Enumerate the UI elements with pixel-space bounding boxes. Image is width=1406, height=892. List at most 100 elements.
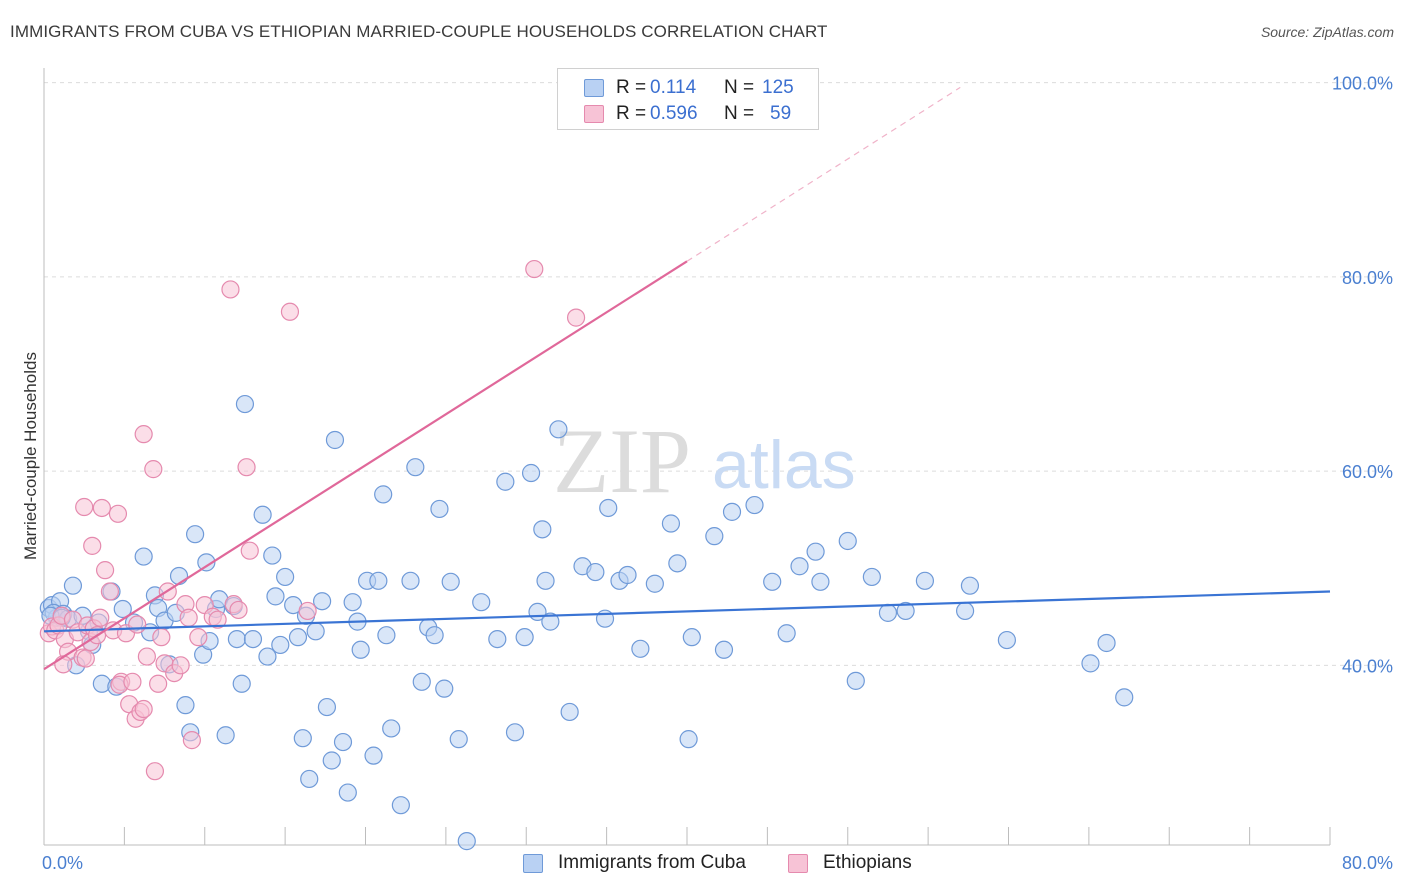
cuba-point <box>763 572 782 591</box>
cuba-point <box>186 525 205 544</box>
ethiopia-point <box>171 656 190 675</box>
cuba-point <box>113 599 132 619</box>
ethiopia-point <box>189 628 208 647</box>
legend-n-value: 59 <box>770 103 792 124</box>
ethiopia-point <box>137 647 156 666</box>
legend-swatch-cuba <box>584 79 604 97</box>
cuba-point <box>333 732 353 752</box>
cuba-point <box>1097 633 1116 653</box>
cuba-point <box>790 557 809 576</box>
legend-r-value: 0.114 <box>650 77 697 98</box>
legend-n-label: N = <box>724 103 755 124</box>
ethiopia-point <box>237 458 256 477</box>
cuba-point <box>599 498 618 518</box>
cuba-point <box>449 730 468 749</box>
cuba-point <box>496 472 515 491</box>
ethiopia-point <box>208 610 227 629</box>
ethiopia-point <box>95 561 115 580</box>
cuba-point <box>862 567 881 587</box>
bottom-legend-label-cuba: Immigrants from Cuba <box>558 852 746 873</box>
ethiopia-point <box>91 608 110 627</box>
watermark: ZIP atlas <box>553 410 856 512</box>
cuba-point <box>955 601 975 621</box>
cuba-point <box>306 622 325 641</box>
cuba-point <box>618 565 637 585</box>
x-tick-label-min: 0.0% <box>42 853 83 873</box>
watermark-atlas: atlas <box>712 427 856 503</box>
cuba-point <box>312 592 332 611</box>
cuba-point <box>960 576 980 595</box>
ethiopia-point <box>100 582 120 601</box>
grid-lines <box>44 82 1393 666</box>
trend-line-ethiopia <box>43 260 688 671</box>
cuba-point <box>745 495 764 515</box>
cuba-point <box>549 420 568 439</box>
cuba-point <box>197 553 216 572</box>
cuba-point <box>521 463 541 483</box>
cuba-point <box>896 601 915 621</box>
cuba-point <box>806 542 825 561</box>
cuba-point <box>338 783 357 802</box>
bottom-legend-swatch-cuba <box>523 854 543 873</box>
legend-r-label: R = <box>616 77 647 98</box>
trend-line-cuba <box>43 590 1331 633</box>
y-tick-label: 40.0% <box>1342 656 1393 676</box>
ethiopia-point <box>134 699 153 719</box>
cuba-point <box>325 430 345 450</box>
y-tick-label: 80.0% <box>1342 268 1393 288</box>
cuba-point <box>631 639 650 658</box>
cuba-point <box>235 394 255 414</box>
series-ethiopia-points <box>39 259 586 781</box>
y-axis-label: Married-couple Households <box>21 352 40 560</box>
cuba-point <box>811 572 830 591</box>
ethiopia-point <box>92 498 111 518</box>
legend-n-label: N = <box>724 77 755 98</box>
cuba-point <box>682 628 701 647</box>
ethiopia-point <box>144 460 163 479</box>
cuba-point <box>457 832 476 851</box>
ethiopia-point <box>229 600 248 620</box>
ethiopia-point <box>134 425 153 444</box>
cuba-point <box>435 679 454 698</box>
bottom-legend-swatch-ethiopia <box>788 854 808 873</box>
cuba-point <box>645 574 664 593</box>
ethiopia-point <box>83 536 102 555</box>
cuba-point <box>300 769 319 789</box>
cuba-point <box>488 629 507 649</box>
cuba-point <box>263 546 282 565</box>
cuba-point <box>391 796 410 815</box>
cuba-point <box>722 502 742 521</box>
ethiopia-point <box>152 628 171 647</box>
cuba-point <box>472 593 491 612</box>
ethiopia-point <box>298 601 317 621</box>
cuba-point <box>430 499 449 519</box>
ethiopia-point <box>280 302 300 321</box>
ethiopia-point <box>566 308 586 327</box>
cuba-point <box>176 696 195 715</box>
trend-line-ethiopia-extension <box>686 86 961 262</box>
ethiopia-point <box>123 672 142 691</box>
cuba-point <box>227 629 246 649</box>
cuba-point <box>288 628 308 647</box>
legend-swatch-ethiopia <box>584 105 604 123</box>
source-label: Source: ZipAtlas.com <box>1260 24 1394 40</box>
legend-n-value: 125 <box>762 77 794 98</box>
y-tick-label: 100.0% <box>1332 74 1393 94</box>
cuba-point <box>63 576 83 595</box>
ethiopia-point <box>149 674 168 693</box>
ethiopia-point <box>128 615 147 634</box>
trend-lines <box>43 86 1331 671</box>
cuba-point <box>441 572 460 591</box>
cuba-point <box>661 514 681 533</box>
cuba-point <box>382 719 401 738</box>
cuba-point <box>232 674 251 693</box>
ethiopia-point <box>240 541 259 560</box>
cuba-point <box>679 730 698 749</box>
y-axis-tick-labels: 40.0% 60.0% 80.0% 100.0% <box>1332 74 1393 677</box>
cuba-point <box>406 458 425 477</box>
ethiopia-point <box>145 762 165 781</box>
cuba-point <box>541 612 560 631</box>
cuba-point <box>169 566 189 586</box>
cuba-point <box>714 640 734 659</box>
